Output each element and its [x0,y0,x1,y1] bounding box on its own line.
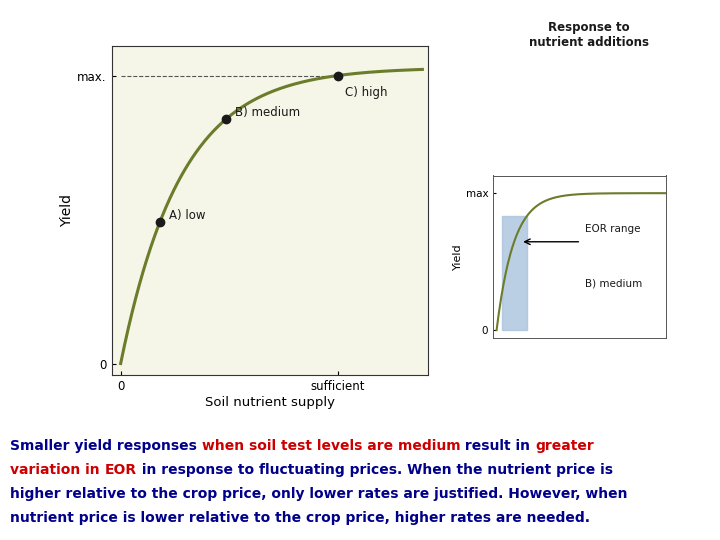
Y-axis label: Yield: Yield [60,194,74,227]
Text: Smaller yield responses: Smaller yield responses [10,439,202,453]
Text: higher relative to the crop price, only lower rates are justified. However, when: higher relative to the crop price, only … [10,487,628,501]
Text: greater: greater [535,439,594,453]
Text: in response to fluctuating prices. When the nutrient price is: in response to fluctuating prices. When … [137,463,613,477]
Text: C) high: C) high [346,86,388,99]
Text: Response to
nutrient additions: Response to nutrient additions [528,21,649,49]
Text: EOR: EOR [104,463,137,477]
Text: when soil test levels are medium: when soil test levels are medium [202,439,460,453]
Text: EOR range: EOR range [585,225,640,234]
Text: B) medium: B) medium [235,106,300,119]
Text: result in: result in [460,439,535,453]
Y-axis label: Yield: Yield [453,243,463,270]
Text: B) medium: B) medium [585,278,642,288]
Text: variation in: variation in [10,463,104,477]
Text: A) low: A) low [169,209,205,222]
Text: nutrient price is lower relative to the crop price, higher rates are needed.: nutrient price is lower relative to the … [10,511,590,525]
X-axis label: Soil nutrient supply: Soil nutrient supply [205,396,335,409]
